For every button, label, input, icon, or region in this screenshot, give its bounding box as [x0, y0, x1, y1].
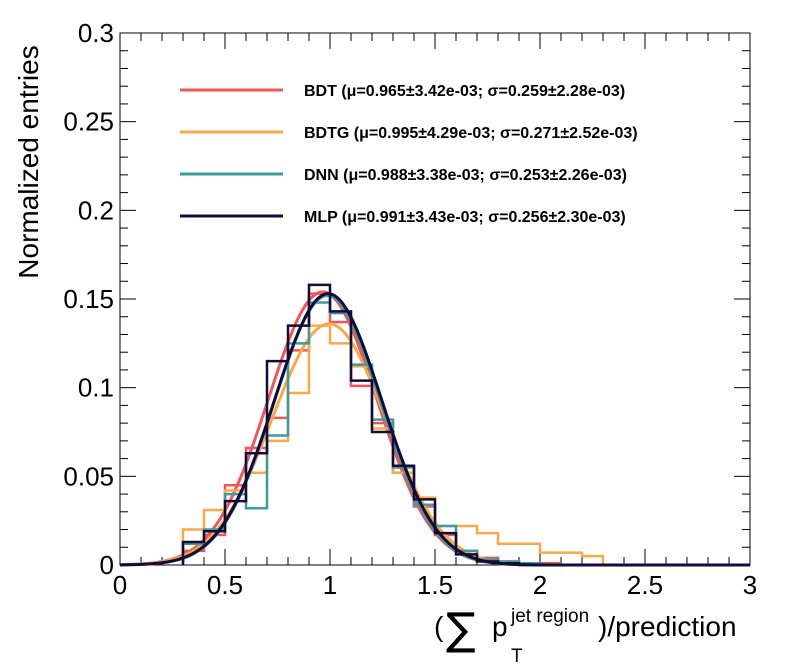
x-label-p: p — [492, 611, 508, 642]
y-tick-label: 0.1 — [78, 373, 114, 403]
series-mlp — [119, 283, 750, 567]
series-layer — [119, 283, 750, 567]
histogram-mlp — [181, 283, 603, 567]
legend-entry-dnn: DNN (μ=0.988±3.38e-03; σ=0.253±2.26e-03) — [304, 167, 627, 184]
y-tick-label: 0.15 — [63, 284, 114, 314]
x-tick-label: 0 — [113, 570, 127, 600]
x-label-superscript: jet region — [510, 606, 589, 627]
x-tick-label: 3 — [743, 570, 757, 600]
y-axis-label: Normalized entries — [13, 45, 44, 278]
x-tick-label: 0.5 — [207, 570, 243, 600]
x-label-sum-symbol: ∑ — [446, 604, 476, 655]
plot-frame — [119, 32, 751, 566]
tick-labels: 0 0.5 1 1.5 2 2.5 3 0 0.05 0.1 0.15 0.2 0.25 0.3 — [63, 18, 757, 600]
legend-entry-bdtg: BDTG (μ=0.995±4.29e-03; σ=0.271±2.52e-03… — [304, 125, 638, 142]
x-label-subscript: T — [511, 646, 523, 667]
y-tick-label: 0.3 — [78, 18, 114, 48]
x-axis-label: ( ∑ p jet region T )/prediction — [434, 604, 737, 667]
legend: BDT (μ=0.965±3.42e-03; σ=0.259±2.28e-03)… — [180, 83, 638, 226]
x-tick-label: 2.5 — [627, 570, 663, 600]
axis-ticks — [119, 32, 751, 566]
y-tick-label: 0.2 — [78, 195, 114, 225]
y-tick-label: 0.05 — [63, 461, 114, 491]
x-label-close: )/prediction — [598, 611, 737, 642]
y-tick-label: 0.25 — [63, 107, 114, 137]
x-tick-label: 1 — [323, 570, 337, 600]
x-tick-label: 2 — [533, 570, 547, 600]
legend-entry-bdt: BDT (μ=0.965±3.42e-03; σ=0.259±2.28e-03) — [304, 83, 625, 100]
legend-entry-mlp: MLP (μ=0.991±3.43e-03; σ=0.256±2.30e-03) — [304, 209, 626, 226]
x-label-open: ( — [434, 611, 444, 642]
y-tick-label: 0 — [100, 550, 114, 580]
x-tick-label: 1.5 — [417, 570, 453, 600]
